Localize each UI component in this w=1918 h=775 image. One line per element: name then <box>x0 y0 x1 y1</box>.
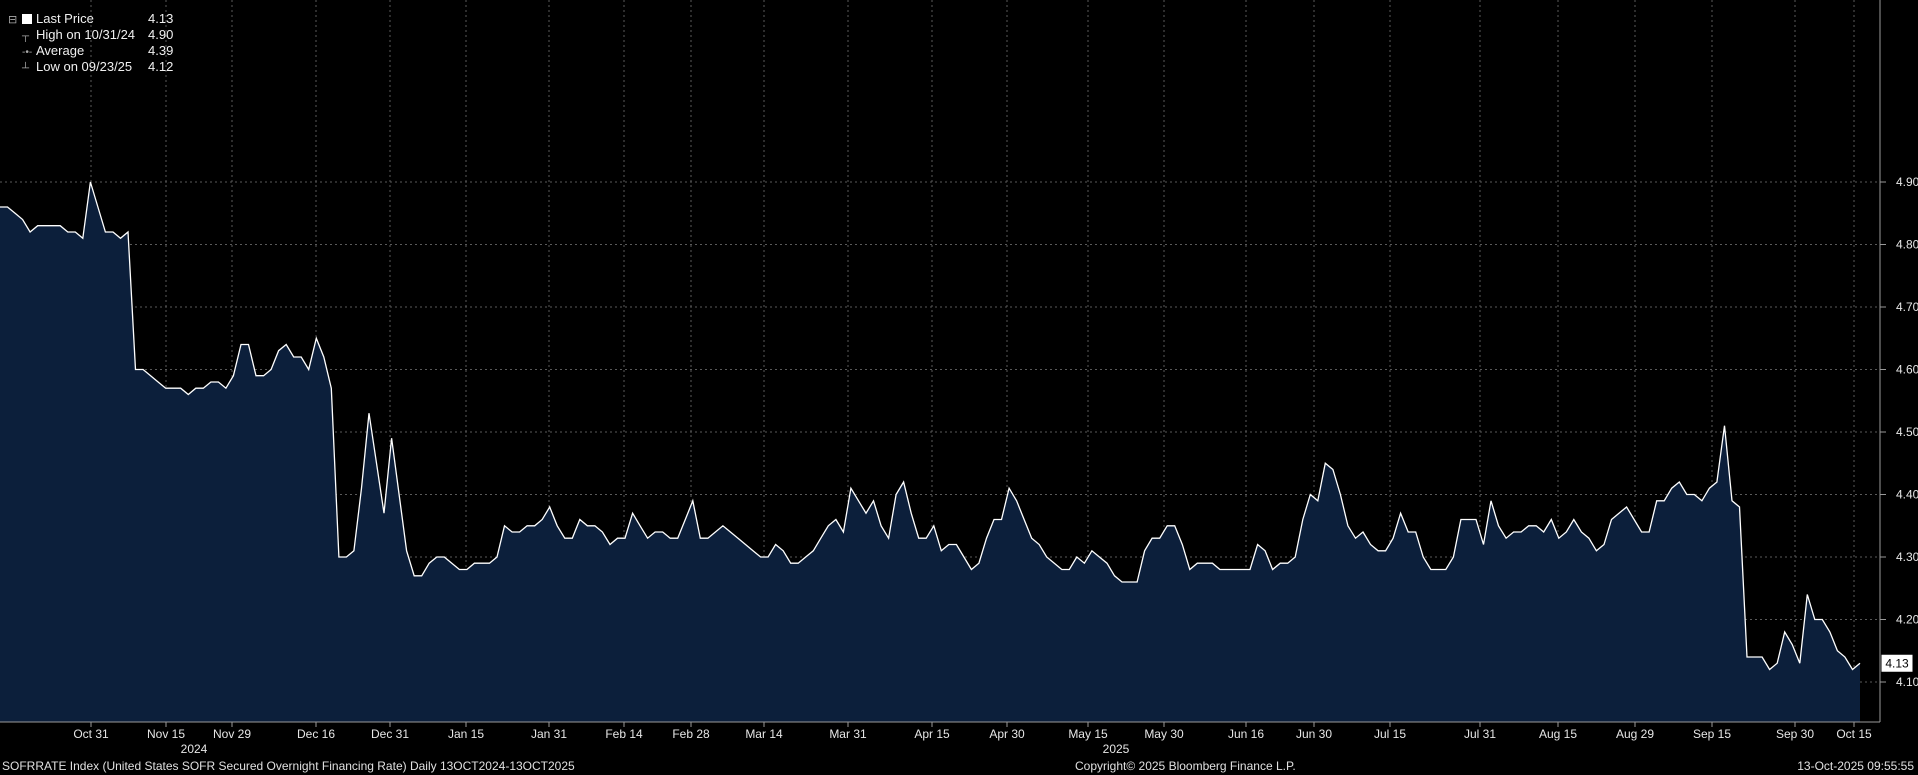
x-tick-label: Sep 15 <box>1693 727 1731 741</box>
y-tick-label: 4.70 <box>1896 300 1918 314</box>
x-tick-label: Feb 28 <box>672 727 710 741</box>
y-tick-label: 4.10 <box>1896 675 1918 689</box>
low-marker-icon: ┴ <box>22 63 30 74</box>
last-price-badge: 4.13 <box>1881 654 1913 672</box>
x-tick-label: Aug 15 <box>1539 727 1577 741</box>
y-axis-ticks: 4.10 4.20 4.30 4.40 4.50 4.60 4.70 4.80 4.90 <box>1880 175 1918 689</box>
x-tick-label: Aug 29 <box>1616 727 1654 741</box>
x-tick-label: Jul 31 <box>1464 727 1496 741</box>
x-tick-label: Dec 16 <box>297 727 335 741</box>
average-marker-icon: -•- <box>22 47 33 58</box>
x-tick-label: Mar 31 <box>829 727 867 741</box>
legend-low-value: 4.12 <box>148 59 174 74</box>
footer-description: SOFRRATE Index (United States SOFR Secur… <box>2 759 575 773</box>
y-tick-label: 4.60 <box>1896 363 1918 377</box>
footer-timestamp: 13-Oct-2025 09:55:55 <box>1797 759 1914 773</box>
legend-last-price-label: Last Price <box>36 11 94 26</box>
y-tick-label: 4.30 <box>1896 550 1918 564</box>
x-tick-label: May 15 <box>1068 727 1108 741</box>
legend-average-value: 4.39 <box>148 43 174 58</box>
legend-average-label: Average <box>36 43 85 58</box>
legend-high-label: High on 10/31/24 <box>36 27 136 42</box>
y-tick-label: 4.90 <box>1896 175 1918 189</box>
x-tick-label: Nov 15 <box>147 727 185 741</box>
y-tick-label: 4.40 <box>1896 488 1918 502</box>
x-tick-label: Sep 30 <box>1776 727 1814 741</box>
y-tick-label: 4.80 <box>1896 238 1918 252</box>
price-area-fill <box>0 182 1860 722</box>
x-tick-label: Apr 15 <box>914 727 950 741</box>
high-marker-icon: ┬ <box>22 31 30 42</box>
last-price-badge-value: 4.13 <box>1885 656 1909 670</box>
x-tick-label: Mar 14 <box>745 727 783 741</box>
last-price-badge-box <box>1881 654 1913 672</box>
x-tick-label: Oct 31 <box>73 727 109 741</box>
legend-high-value: 4.90 <box>148 27 174 42</box>
y-tick-label: 4.20 <box>1896 613 1918 627</box>
y-tick-label: 4.50 <box>1896 425 1918 439</box>
x-tick-label: Oct 15 <box>1836 727 1872 741</box>
legend-collapse-icon[interactable]: ⊟ <box>8 14 18 26</box>
x-tick-label: Nov 29 <box>213 727 251 741</box>
year-labels: 2024 2025 <box>181 742 1130 756</box>
x-axis-ticks: Oct 31 Nov 15 Nov 29 Dec 16 Dec 31 Jan 15 Jan … <box>73 722 1872 741</box>
x-tick-label: Dec 31 <box>371 727 409 741</box>
x-tick-label: Jan 15 <box>448 727 484 741</box>
x-tick-label: Jun 30 <box>1296 727 1332 741</box>
footer-copyright: Copyright© 2025 Bloomberg Finance L.P. <box>1075 759 1296 773</box>
x-tick-label: Jan 31 <box>531 727 567 741</box>
x-tick-label: Jun 16 <box>1228 727 1264 741</box>
legend-last-price-value: 4.13 <box>148 11 174 26</box>
x-tick-label: Feb 14 <box>605 727 643 741</box>
x-tick-label: Jul 15 <box>1374 727 1406 741</box>
year-label: 2025 <box>1103 742 1130 756</box>
x-tick-label: May 30 <box>1144 727 1184 741</box>
year-label: 2024 <box>181 742 208 756</box>
price-series-line <box>0 181 1861 671</box>
legend-low-label: Low on 09/23/25 <box>36 59 133 74</box>
x-tick-label: Apr 30 <box>989 727 1025 741</box>
legend-last-price-swatch <box>22 14 32 24</box>
